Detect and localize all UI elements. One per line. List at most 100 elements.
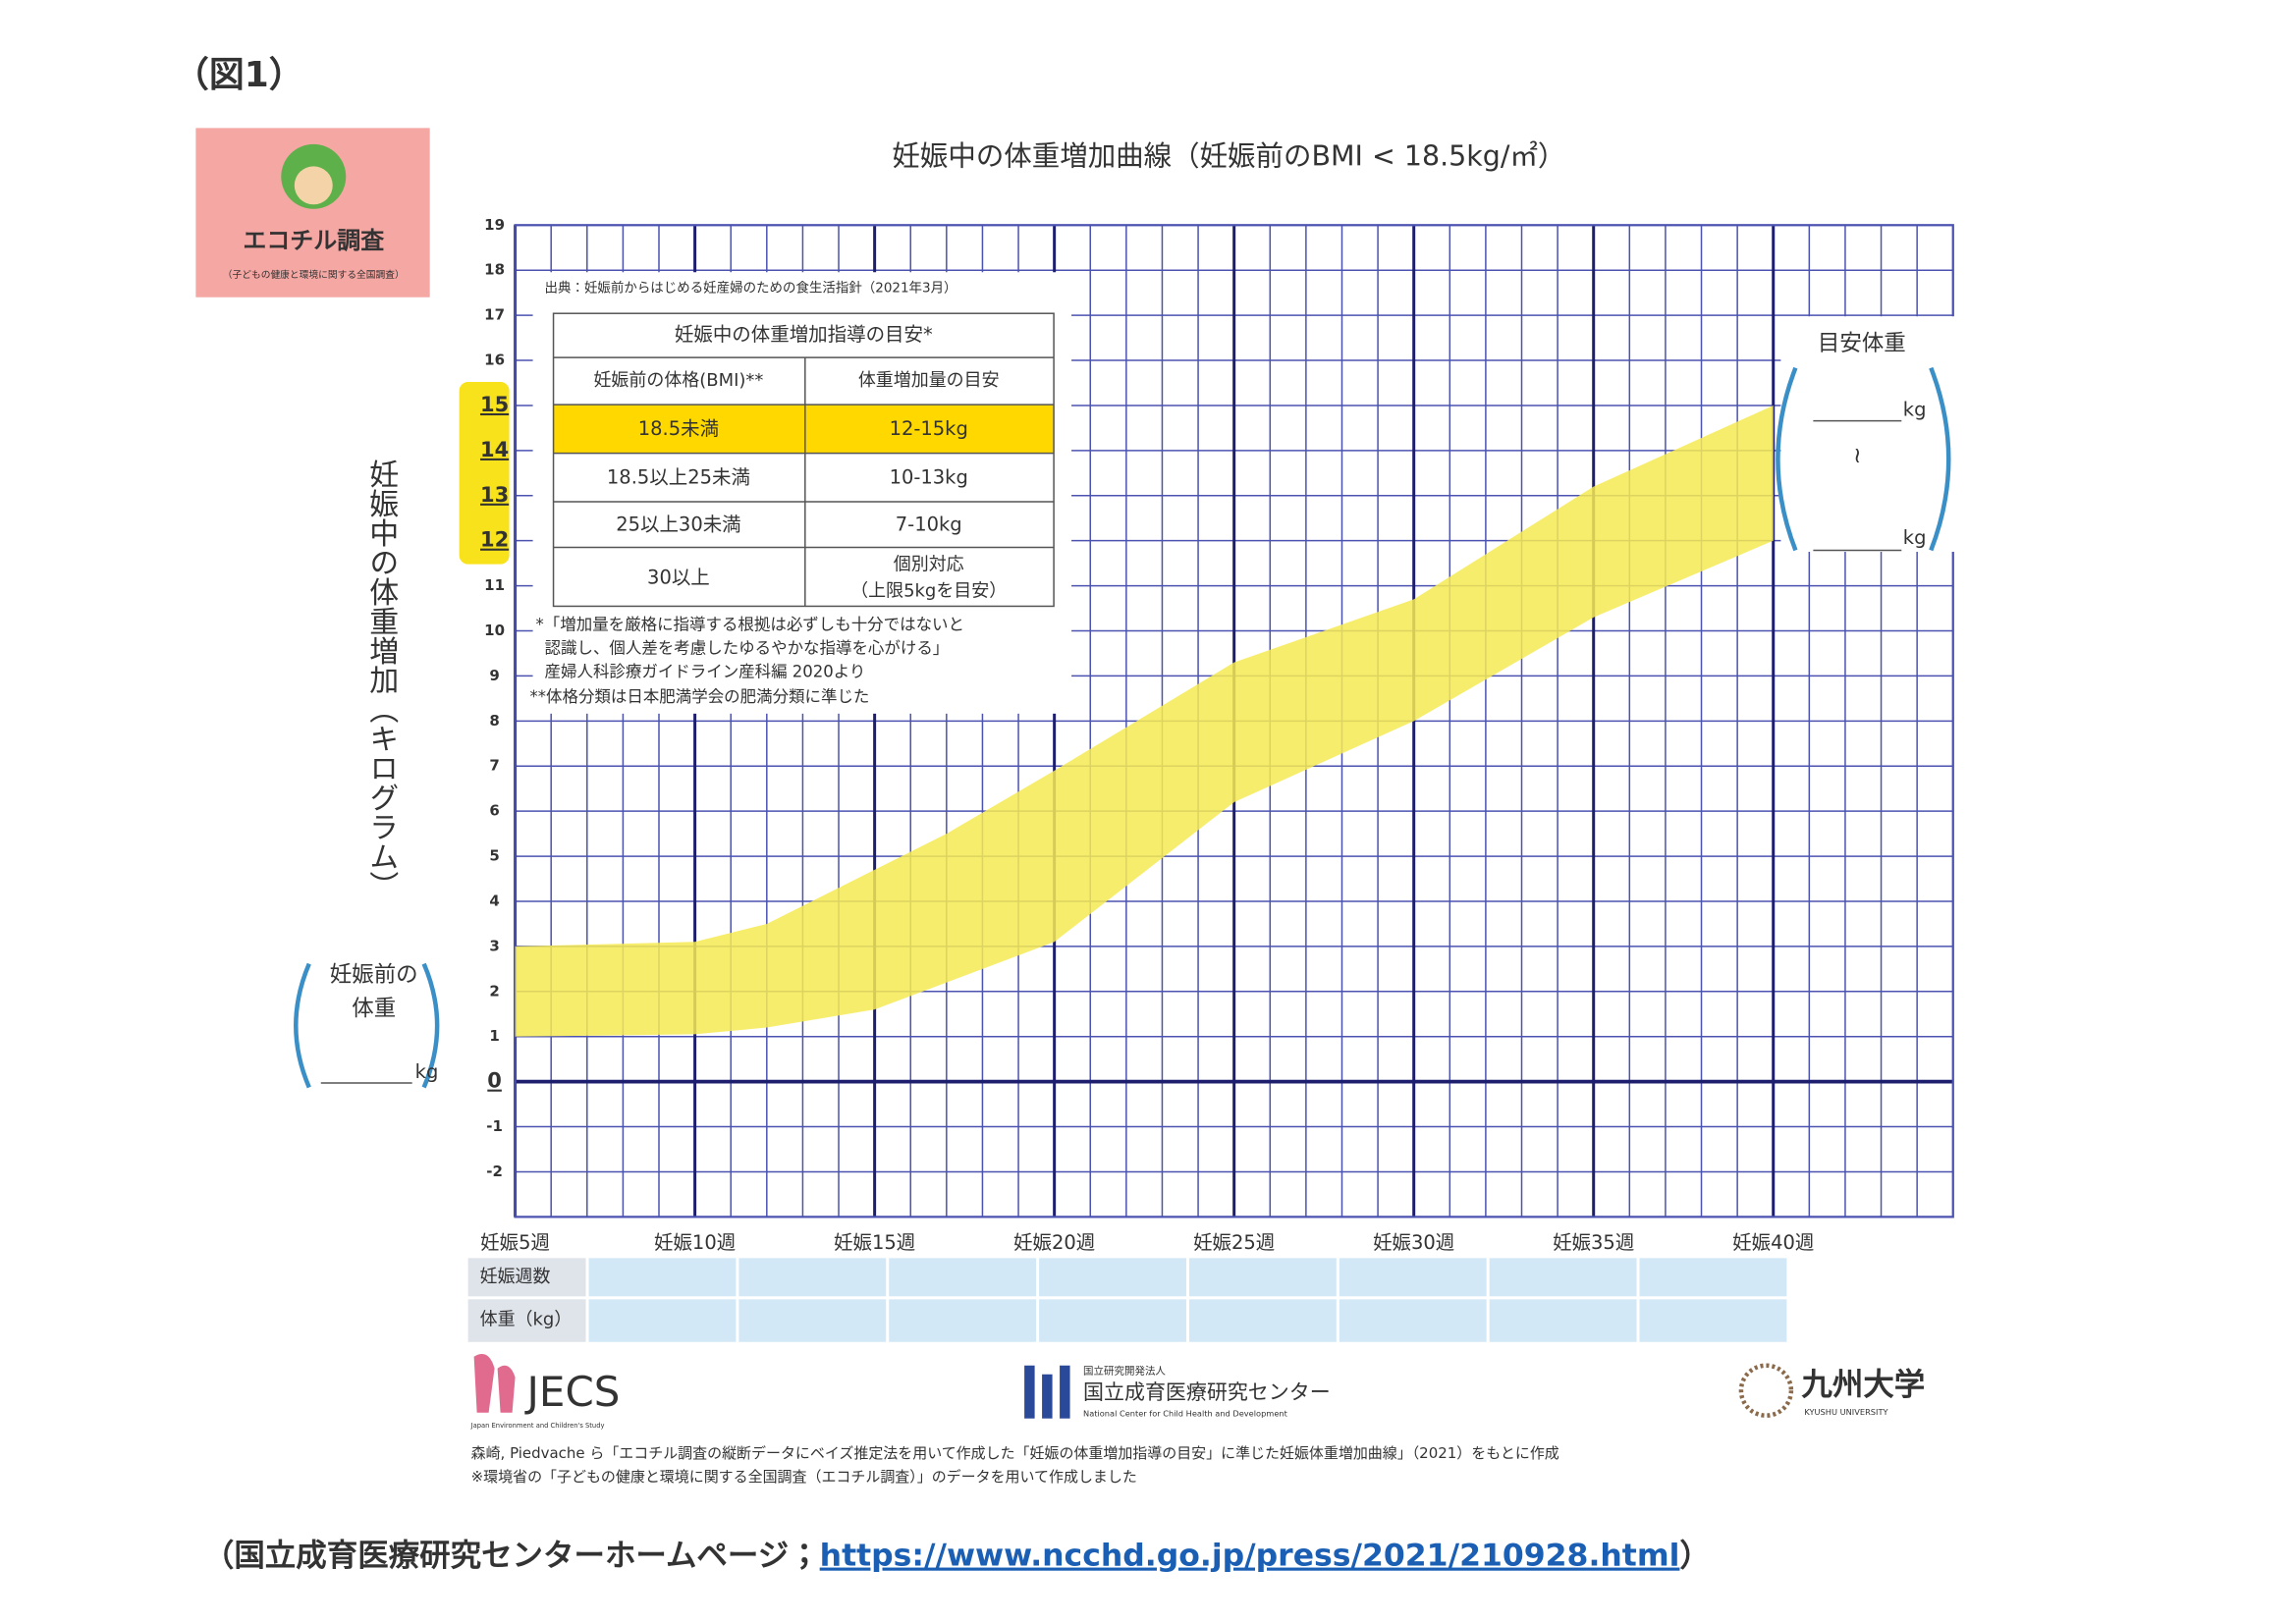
record-cell xyxy=(738,1258,887,1297)
guide-table: 出典：妊娠前からはじめる妊産婦のための食生活指針（2021年3月） 妊娠中の体重… xyxy=(530,272,1072,714)
y-tick-label: 12 xyxy=(480,528,509,552)
table-note: 産婦人科診療ガイドライン産科編 2020より xyxy=(545,662,866,680)
table-note: **体格分類は日本肥満学会の肥満分類に準じた xyxy=(530,687,870,706)
ncchd-icon xyxy=(1024,1365,1035,1419)
record-cell xyxy=(1639,1258,1787,1297)
ncchd-icon xyxy=(1060,1365,1070,1419)
logo-sub: （子どもの健康と環境に関する全国調査） xyxy=(223,268,405,281)
target-label: 目安体重 xyxy=(1818,331,1906,356)
y-tick-label: 18 xyxy=(484,261,505,279)
y-tick-label: 4 xyxy=(489,892,499,909)
x-tick-label: 妊娠40週 xyxy=(1732,1231,1814,1254)
target-bg xyxy=(1780,316,1955,552)
record-cell xyxy=(889,1299,1037,1342)
kyushu-en: KYUSHU UNIVERSITY xyxy=(1804,1407,1888,1417)
table-cell: 7-10kg xyxy=(896,514,962,536)
record-label: 妊娠週数 xyxy=(480,1267,551,1287)
table-note: *「増加量を厳格に指導する根拠は必ずしも十分ではないと xyxy=(536,615,964,633)
pre-weight: 妊娠前の 体重 kg xyxy=(294,962,440,1089)
table-cell: 18.5以上25未満 xyxy=(607,466,750,489)
credit: 森崎, Piedvache ら「エコチル調査の縦断データにベイズ推定法を用いて作… xyxy=(471,1444,1559,1462)
x-tick-label: 妊娠30週 xyxy=(1373,1231,1454,1254)
y-tick-label: 8 xyxy=(489,712,499,730)
source-note: 出典：妊娠前からはじめる妊産婦のための食生活指針（2021年3月） xyxy=(545,280,957,297)
logo-ecochil: エコチル調査 （子どもの健康と環境に関する全国調査） xyxy=(195,128,430,298)
y-tick-label: 0 xyxy=(487,1069,502,1093)
y-tick-label: 19 xyxy=(484,216,505,234)
table-frame xyxy=(552,312,1055,608)
caption: （国立成育医療研究センターホームページ；https://www.ncchd.go… xyxy=(203,1539,1711,1574)
x-tick-label: 妊娠25週 xyxy=(1193,1231,1275,1254)
table-cell: 12-15kg xyxy=(890,417,968,440)
table-header: 体重増加量の目安 xyxy=(858,370,1000,391)
y-tick-label: 6 xyxy=(489,802,499,820)
record-table: 妊娠週数 体重（kg） xyxy=(467,1258,1787,1342)
table-cell: （上限5kgを目安） xyxy=(850,580,1007,601)
pre-weight-label: 体重 xyxy=(352,997,396,1022)
weight-gain-band xyxy=(515,405,1774,1037)
x-tick-label: 妊娠10週 xyxy=(654,1231,736,1254)
figure-label: （図1） xyxy=(174,55,304,95)
x-tick-label: 妊娠20週 xyxy=(1013,1231,1095,1254)
tick-highlight xyxy=(459,381,510,565)
x-tick-label: 妊娠35週 xyxy=(1553,1231,1634,1254)
kyushu-icon xyxy=(1738,1363,1794,1418)
y-tick-label: 13 xyxy=(480,483,509,507)
table-cell: 25以上30未満 xyxy=(616,514,740,536)
plot-frame xyxy=(514,224,1954,1218)
table-note: 認識し、個人差を考慮したゆるやかな指導を心がける」 xyxy=(545,638,950,657)
caption-text: ） xyxy=(1679,1539,1710,1574)
x-tick-label: 妊娠15週 xyxy=(834,1231,915,1254)
caption-text: （国立成育医療研究センターホームページ； xyxy=(203,1539,820,1574)
jecs-icon xyxy=(473,1354,516,1413)
ncchd-en: National Center for Child Health and Dev… xyxy=(1083,1409,1288,1419)
record-label-cell xyxy=(467,1299,586,1342)
jecs-logo: JECS xyxy=(524,1368,621,1416)
table-cell: 個別対応 xyxy=(894,554,964,574)
record-cell xyxy=(1339,1299,1487,1342)
pre-weight-label: 妊娠前の xyxy=(330,962,418,988)
y-tick-label: -2 xyxy=(486,1163,503,1180)
record-cell xyxy=(889,1258,1037,1297)
jecs-sub: Japan Environment and Children's Study xyxy=(470,1422,605,1430)
y-tick-label: 1 xyxy=(489,1027,499,1045)
y-tick-label: 17 xyxy=(484,306,505,324)
table-header: 妊娠前の体格(BMI)** xyxy=(593,370,763,391)
table-lines xyxy=(552,312,1055,608)
chart-title: 妊娠中の体重増加曲線（妊娠前のBMI < 18.5kg/㎡） xyxy=(892,139,1565,172)
y-tick-label: 5 xyxy=(489,847,499,865)
target-weight: 目安体重 kg ≀ kg xyxy=(1776,316,1955,552)
y-axis-label: 妊娠中の体重増加（キログラム） xyxy=(363,460,399,901)
y-tick-label: 9 xyxy=(489,667,499,684)
record-cell xyxy=(1489,1299,1637,1342)
caption-link[interactable]: https://www.ncchd.go.jp/press/2021/21092… xyxy=(820,1539,1680,1574)
bracket xyxy=(294,962,311,1089)
credit: ※環境省の「子どもの健康と環境に関する全国調査（エコチル調査）」のデータを用いて… xyxy=(471,1468,1137,1486)
record-cell xyxy=(588,1299,737,1342)
logo-name: エコチル調査 xyxy=(243,227,384,254)
range-mark: ≀ xyxy=(1853,443,1861,468)
ncchd-icon xyxy=(1042,1374,1053,1419)
unit: kg xyxy=(1903,399,1927,421)
y-tick-label: 15 xyxy=(480,393,509,416)
y-tick-label: 14 xyxy=(480,438,509,461)
record-cell xyxy=(588,1258,737,1297)
y-tick-label: 16 xyxy=(484,352,505,369)
kyushu-name: 九州大学 xyxy=(1801,1367,1925,1403)
record-cell xyxy=(1039,1299,1186,1342)
y-tick-label: 7 xyxy=(489,757,499,775)
highlight-row xyxy=(553,405,1055,454)
guide-bg xyxy=(532,272,1072,714)
record-cell xyxy=(1188,1299,1337,1342)
mascot-face xyxy=(294,166,333,205)
ncchd-name: 国立成育医療研究センター xyxy=(1083,1380,1331,1404)
record-cell xyxy=(738,1299,887,1342)
bracket xyxy=(421,962,440,1089)
record-cell xyxy=(1188,1258,1337,1297)
unit: kg xyxy=(1903,526,1927,549)
bracket xyxy=(1929,366,1951,552)
x-tick-label: 妊娠5週 xyxy=(480,1231,550,1254)
table-title: 妊娠中の体重増加指導の目安* xyxy=(675,323,933,346)
